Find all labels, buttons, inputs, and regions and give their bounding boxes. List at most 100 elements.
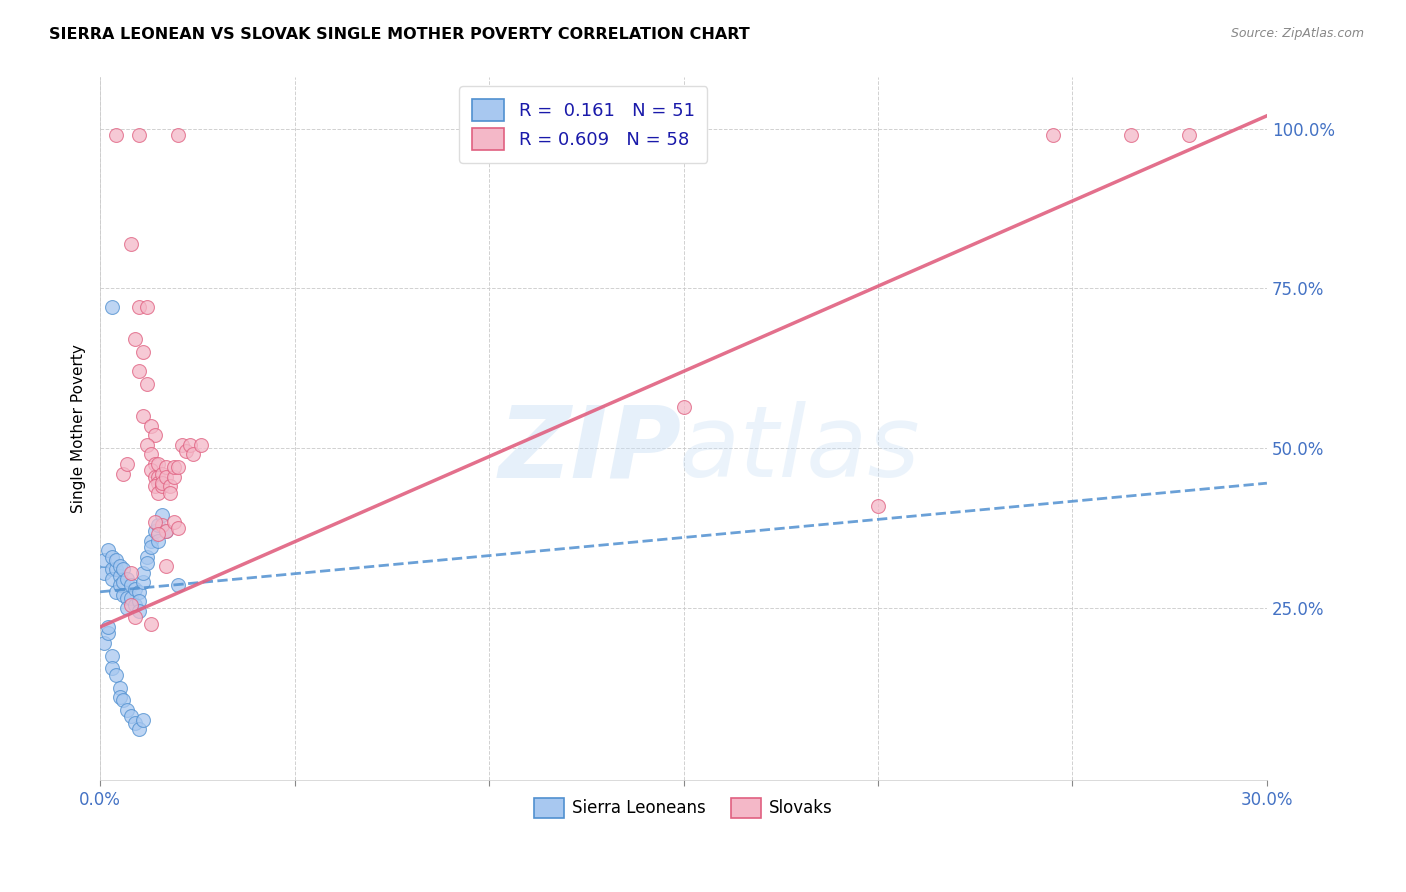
Point bbox=[120, 598, 142, 612]
Point bbox=[97, 620, 120, 634]
Point bbox=[93, 566, 115, 580]
Point bbox=[128, 722, 150, 736]
Point bbox=[150, 476, 173, 491]
Point bbox=[1119, 128, 1142, 142]
Point bbox=[101, 549, 124, 564]
Point bbox=[108, 690, 131, 705]
Point bbox=[139, 616, 162, 631]
Point bbox=[167, 578, 190, 592]
Point bbox=[117, 703, 139, 717]
Point bbox=[108, 569, 131, 583]
Point bbox=[143, 457, 166, 471]
Point bbox=[159, 479, 181, 493]
Point bbox=[104, 553, 127, 567]
Point bbox=[101, 301, 124, 315]
Point bbox=[148, 485, 170, 500]
Point bbox=[132, 409, 155, 423]
Point bbox=[104, 668, 127, 682]
Point bbox=[150, 517, 173, 532]
Point bbox=[112, 693, 135, 707]
Point bbox=[148, 517, 170, 532]
Point bbox=[124, 598, 146, 612]
Point bbox=[128, 604, 150, 618]
Point bbox=[143, 470, 166, 484]
Point bbox=[128, 594, 150, 608]
Y-axis label: Single Mother Poverty: Single Mother Poverty bbox=[72, 344, 86, 513]
Point bbox=[104, 584, 127, 599]
Point bbox=[132, 713, 155, 727]
Point bbox=[101, 661, 124, 675]
Point bbox=[190, 438, 212, 452]
Point bbox=[135, 556, 157, 570]
Point bbox=[148, 533, 170, 548]
Point bbox=[135, 301, 157, 315]
Point bbox=[183, 447, 205, 461]
Point bbox=[93, 553, 115, 567]
Point bbox=[143, 479, 166, 493]
Point bbox=[163, 460, 186, 475]
Point bbox=[170, 438, 193, 452]
Point bbox=[150, 467, 173, 481]
Point bbox=[167, 128, 190, 142]
Text: SIERRA LEONEAN VS SLOVAK SINGLE MOTHER POVERTY CORRELATION CHART: SIERRA LEONEAN VS SLOVAK SINGLE MOTHER P… bbox=[49, 27, 749, 42]
Point bbox=[117, 572, 139, 586]
Point bbox=[163, 515, 186, 529]
Point bbox=[150, 479, 173, 493]
Point bbox=[104, 562, 127, 576]
Point bbox=[155, 524, 177, 538]
Point bbox=[174, 444, 197, 458]
Point bbox=[128, 364, 150, 378]
Point bbox=[117, 600, 139, 615]
Point bbox=[128, 128, 150, 142]
Point bbox=[124, 333, 146, 347]
Point bbox=[155, 559, 177, 574]
Point bbox=[108, 681, 131, 695]
Point bbox=[108, 578, 131, 592]
Point bbox=[135, 549, 157, 564]
Point bbox=[139, 540, 162, 554]
Point bbox=[112, 467, 135, 481]
Point bbox=[155, 460, 177, 475]
Point bbox=[150, 508, 173, 523]
Point bbox=[148, 476, 170, 491]
Point bbox=[128, 301, 150, 315]
Point bbox=[112, 575, 135, 590]
Point bbox=[139, 463, 162, 477]
Point bbox=[143, 524, 166, 538]
Point bbox=[120, 566, 142, 580]
Point bbox=[866, 499, 889, 513]
Point bbox=[143, 515, 166, 529]
Point bbox=[132, 345, 155, 359]
Point bbox=[120, 709, 142, 723]
Point bbox=[117, 591, 139, 606]
Point bbox=[163, 470, 186, 484]
Point bbox=[139, 418, 162, 433]
Point bbox=[132, 566, 155, 580]
Point bbox=[1178, 128, 1201, 142]
Point bbox=[120, 578, 142, 592]
Point bbox=[155, 470, 177, 484]
Point bbox=[117, 457, 139, 471]
Text: Source: ZipAtlas.com: Source: ZipAtlas.com bbox=[1230, 27, 1364, 40]
Point bbox=[97, 626, 120, 640]
Point bbox=[97, 543, 120, 558]
Point bbox=[124, 582, 146, 596]
Point bbox=[135, 377, 157, 392]
Point bbox=[155, 524, 177, 538]
Point bbox=[672, 400, 695, 414]
Point bbox=[139, 447, 162, 461]
Point bbox=[101, 572, 124, 586]
Point bbox=[101, 648, 124, 663]
Point bbox=[143, 428, 166, 442]
Point bbox=[148, 527, 170, 541]
Point bbox=[128, 584, 150, 599]
Point bbox=[1042, 128, 1064, 142]
Point bbox=[120, 591, 142, 606]
Point bbox=[148, 457, 170, 471]
Point bbox=[120, 236, 142, 251]
Point bbox=[124, 715, 146, 730]
Point bbox=[93, 636, 115, 650]
Point bbox=[159, 485, 181, 500]
Point bbox=[148, 470, 170, 484]
Point bbox=[179, 438, 201, 452]
